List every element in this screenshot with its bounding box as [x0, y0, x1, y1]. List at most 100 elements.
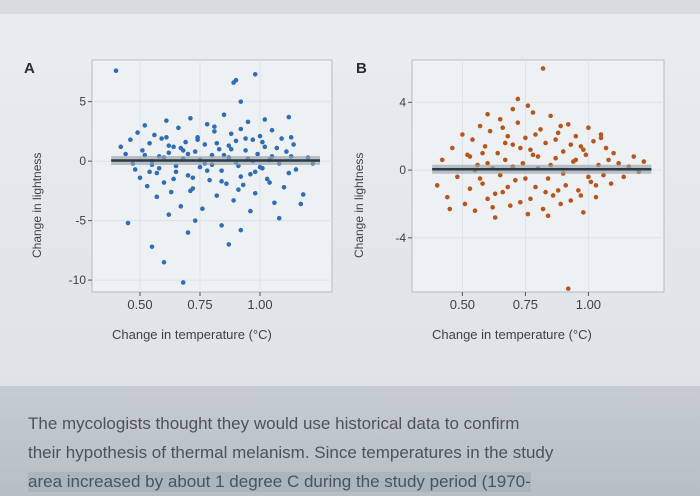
chart-a-point — [180, 280, 186, 285]
chart-b-point — [450, 145, 455, 151]
chart-b-point — [581, 210, 586, 215]
chart-b-point — [507, 203, 513, 208]
chart-b-xtick-label: 0.50 — [450, 297, 475, 312]
chart-a-point — [188, 115, 193, 121]
chart-b-point — [485, 160, 490, 166]
chart-a-point — [236, 187, 241, 192]
chart-a-point — [135, 130, 140, 135]
chart-a-point — [221, 112, 227, 118]
chart-b-point — [480, 181, 485, 186]
chart-b-point — [518, 145, 523, 151]
chart-b-point — [530, 152, 536, 158]
chart-b-point — [565, 286, 571, 291]
chart-a-point — [226, 242, 232, 247]
chart-a-point — [216, 146, 222, 152]
chart-b-point — [548, 113, 553, 119]
chart-b-point — [583, 152, 589, 158]
chart-a-point — [219, 179, 224, 184]
chart-a-point — [238, 227, 244, 233]
chart-b-point — [553, 155, 558, 161]
chart-b-point — [586, 174, 591, 180]
chart-b-point — [603, 145, 609, 151]
chart-b-point — [513, 177, 518, 183]
chart-b-point — [523, 135, 528, 141]
chart-b-point — [558, 201, 563, 207]
chart-a-point — [228, 131, 234, 137]
chart-a-point — [154, 194, 160, 200]
chart-b-point — [545, 176, 551, 181]
chart-a-point — [238, 174, 244, 179]
chart-a-point — [245, 119, 251, 125]
chart-b-point — [502, 157, 508, 163]
chart-a-point — [204, 168, 210, 173]
chart-b-point — [553, 137, 558, 142]
chart-b-point — [455, 174, 460, 180]
chart-b-point — [495, 150, 500, 156]
chart-a-point — [264, 176, 270, 182]
chart-a-point — [161, 259, 167, 265]
chart-b-point — [576, 188, 581, 193]
chart-a-point — [166, 143, 172, 148]
chart-a-point — [262, 117, 268, 122]
chart-b-point — [485, 111, 490, 117]
chart-b-point — [480, 150, 485, 156]
chart-a-point — [176, 125, 181, 131]
chart-a-point — [202, 142, 208, 147]
chart-a-point — [156, 165, 162, 171]
chart-a-point — [212, 124, 217, 129]
chart-a-point — [238, 126, 244, 132]
chart-a-point — [185, 173, 191, 178]
chart-b-point — [538, 127, 543, 132]
chart-b-point — [528, 196, 533, 202]
chart-a-point — [231, 198, 236, 203]
chart-a-point — [252, 190, 258, 196]
chart-a-point — [152, 132, 157, 138]
chart-a-point — [192, 149, 198, 154]
chart-b-point — [598, 135, 604, 141]
chart-b-point — [447, 206, 453, 212]
chart-b-point — [565, 122, 571, 127]
chart-b-point — [533, 184, 538, 190]
chart-b-ytick-label: 0 — [399, 163, 406, 177]
chart-b-point — [525, 211, 531, 217]
chart-b-point — [530, 110, 536, 115]
chart-a-xtick-label: 0.75 — [187, 297, 212, 312]
chart-a-point — [188, 188, 193, 194]
chart-b-point — [591, 138, 596, 144]
chart-b-point — [460, 132, 465, 137]
chart-b-point — [500, 125, 506, 131]
chart-b-point — [586, 125, 591, 131]
chart-b-point — [611, 150, 616, 156]
chart-b-point — [505, 133, 511, 139]
chart-a-point — [233, 138, 239, 144]
chart-b-point — [487, 128, 493, 134]
chart-b-point — [434, 183, 440, 188]
caption-line-1: The mycologists thought they would use h… — [28, 414, 520, 433]
caption-line-2: their hypothesis of thermal melanism. Si… — [28, 443, 554, 462]
chart-b-point — [606, 157, 611, 163]
chart-a-point — [298, 201, 304, 207]
chart-b-point — [540, 66, 546, 71]
chart-a-point — [214, 140, 220, 146]
chart-a-point — [248, 208, 253, 214]
chart-b-point — [545, 213, 551, 219]
chart-b-point — [533, 132, 538, 137]
chart-b-point — [477, 176, 483, 181]
chart-b-point — [497, 116, 503, 122]
chart-a-point — [168, 189, 174, 195]
chart-b-point — [492, 215, 498, 220]
chart-a-point — [252, 71, 258, 77]
chart-a-point — [300, 192, 306, 197]
chart-b-point — [555, 130, 561, 136]
chart-a: 5 0 -5 -10 0.50 0.75 1.00 4 0 -4 0.50 0.75 1.00 — [69, 59, 665, 312]
chart-b-point — [578, 193, 584, 198]
chart-a-point — [281, 185, 287, 190]
chart-a-point — [252, 169, 258, 175]
chart-b-point — [550, 193, 556, 198]
chart-a-point — [159, 136, 164, 141]
chart-b-ylabel: Change in lightness — [352, 152, 366, 258]
chart-a-point — [154, 170, 160, 176]
chart-a-point — [192, 218, 198, 223]
chart-b-xtick-label: 0.75 — [513, 297, 538, 312]
chart-b-point — [543, 189, 548, 195]
